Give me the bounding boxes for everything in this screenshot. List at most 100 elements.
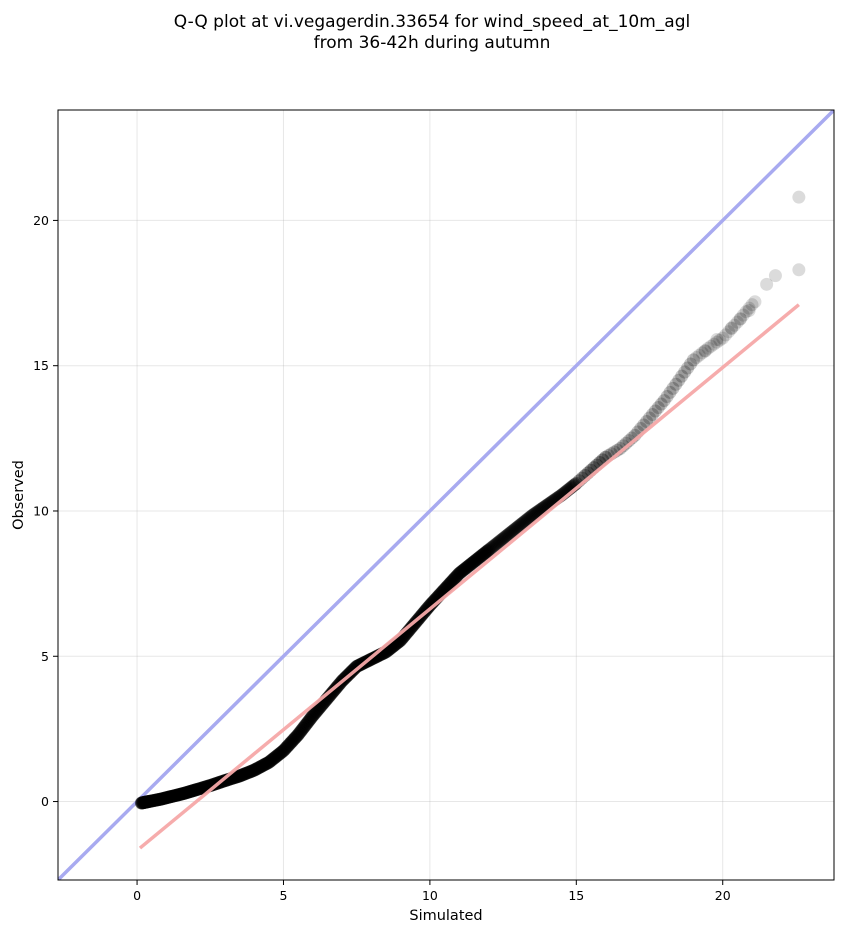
qq-point [745, 298, 759, 312]
qq-point [663, 385, 677, 399]
qq-point [497, 531, 511, 545]
qq-point [613, 442, 627, 456]
qq-point [657, 394, 671, 408]
qq-point [508, 522, 522, 536]
x-axis-label: Simulated [409, 908, 482, 924]
x-tick-label: 10 [422, 888, 438, 903]
qq-point [510, 521, 524, 535]
y-tick-label: 0 [41, 794, 49, 809]
fit-line [138, 303, 800, 850]
y-tick-label: 10 [33, 503, 49, 518]
qq-point [516, 516, 530, 530]
qq-point [651, 401, 665, 415]
qq-point [730, 315, 744, 329]
qq-point [492, 534, 506, 548]
qq-point [507, 523, 521, 537]
qq-point [748, 295, 762, 309]
qq-point [524, 509, 538, 523]
y-tick-label: 20 [33, 213, 49, 228]
qq-point [733, 312, 747, 326]
qq-point [528, 507, 542, 521]
qq-point [491, 535, 505, 549]
grid-lines [58, 110, 834, 880]
qq-point [496, 532, 510, 546]
qq-point [499, 530, 513, 544]
qq-point [704, 339, 718, 353]
qq-point [742, 303, 756, 317]
qq-point [719, 328, 733, 342]
qq-point [501, 528, 515, 542]
plot-area-frame [57, 109, 835, 881]
qq-point [484, 541, 498, 555]
qq-point [695, 346, 709, 360]
qq-point [527, 507, 541, 521]
qq-point [521, 512, 535, 526]
qq-point [707, 337, 721, 351]
qq-point [701, 341, 715, 355]
qq-point [514, 517, 528, 531]
qq-point [502, 527, 516, 541]
x-tick-label: 5 [280, 888, 288, 903]
qq-point [523, 510, 537, 524]
qq-point [500, 529, 514, 543]
qq-point [525, 508, 539, 522]
qq-point [518, 514, 532, 528]
qq-point [792, 263, 806, 277]
qq-point [494, 534, 508, 548]
qq-point [698, 344, 712, 358]
qq-point [672, 373, 686, 387]
qq-point [669, 377, 683, 391]
x-axis-ticks: 0 5 10 15 20 [133, 880, 731, 903]
identity-line [58, 110, 834, 880]
qq-point [481, 543, 495, 557]
qq-point [643, 411, 657, 425]
chart-title-line1: Q-Q plot at vi.vegagerdin.33654 for wind… [174, 12, 690, 32]
y-tick-label: 15 [33, 358, 49, 373]
qq-point [506, 524, 520, 538]
qq-point [485, 540, 499, 554]
qq-point [684, 357, 698, 371]
qq-point [529, 506, 543, 520]
qq-point [522, 511, 536, 525]
qq-point [713, 333, 727, 347]
qq-point [727, 318, 741, 332]
qq-point [710, 335, 724, 349]
qq-point [505, 525, 519, 539]
qq-point [716, 331, 730, 345]
qq-point [739, 305, 753, 319]
qq-point [483, 542, 497, 556]
qq-point [645, 408, 659, 422]
qq-point [698, 344, 712, 358]
chart-title-line2: from 36-42h during autumn [314, 33, 551, 53]
qq-point [648, 404, 662, 418]
qq-point [517, 515, 531, 529]
qq-point [660, 389, 674, 403]
qq-point [666, 381, 680, 395]
qq-point [733, 312, 747, 326]
qq-point [490, 536, 504, 550]
qq-point [489, 537, 503, 551]
qq-point [495, 533, 509, 547]
qq-point [710, 333, 724, 347]
qq-point [725, 321, 739, 335]
qq-point [725, 322, 739, 336]
x-tick-label: 0 [133, 888, 141, 903]
x-tick-label: 20 [715, 888, 731, 903]
qq-point [486, 539, 500, 553]
qq-point [722, 325, 736, 339]
qq-point [742, 301, 756, 315]
qq-point [736, 308, 750, 322]
qq-point [640, 414, 654, 428]
qq-point [768, 269, 782, 283]
qq-point [531, 504, 545, 518]
y-axis-ticks: 0 5 10 15 20 [33, 213, 58, 809]
y-axis-label: Observed [11, 460, 27, 530]
qq-point [513, 518, 527, 532]
qq-point [792, 190, 806, 204]
qq-point [675, 369, 689, 383]
qq-point [512, 519, 526, 533]
qq-point [654, 397, 668, 411]
qq-point [678, 365, 692, 379]
qq-point [503, 526, 517, 540]
